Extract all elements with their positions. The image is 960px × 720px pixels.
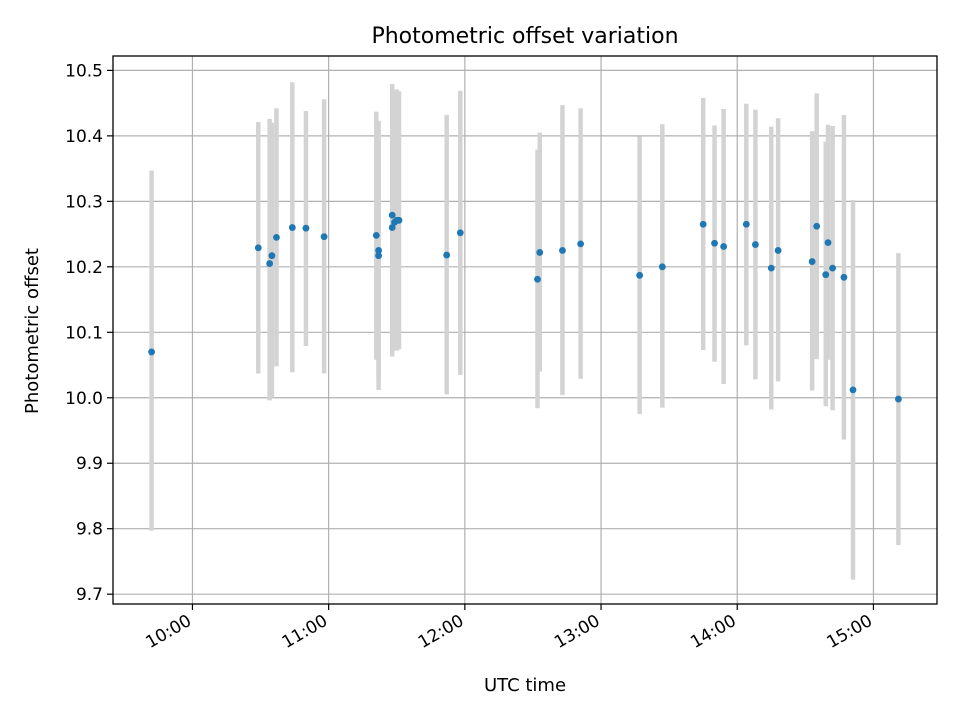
data-point <box>636 271 644 279</box>
data-point <box>254 244 262 252</box>
data-point <box>395 216 403 224</box>
data-point <box>829 264 836 272</box>
y-axis-label: Photometric offset <box>22 248 43 414</box>
data-point <box>534 275 541 283</box>
data-point <box>752 241 759 248</box>
data-point <box>375 247 382 254</box>
y-tick-label: 9.7 <box>76 585 103 605</box>
data-point <box>840 273 848 281</box>
data-point <box>824 239 832 246</box>
data-point <box>148 348 155 356</box>
data-point <box>822 271 830 279</box>
data-point <box>895 395 902 403</box>
y-tick-label: 9.8 <box>76 520 103 540</box>
y-tick-label: 9.9 <box>76 454 103 474</box>
data-point <box>720 243 728 250</box>
data-point <box>388 211 396 219</box>
y-tick-label: 10.2 <box>65 258 103 278</box>
chart-title: Photometric offset variation <box>371 24 678 49</box>
data-point <box>302 224 310 232</box>
data-points <box>148 211 902 403</box>
data-point <box>577 240 585 248</box>
x-axis-label: UTC time <box>484 675 566 696</box>
data-point <box>808 258 816 265</box>
data-point <box>273 233 280 241</box>
data-point <box>767 264 775 272</box>
data-point <box>320 233 328 241</box>
data-point <box>288 224 296 231</box>
data-point <box>456 229 464 237</box>
data-point <box>742 220 750 228</box>
data-point <box>372 231 380 239</box>
plot-frame <box>112 55 938 605</box>
data-point <box>268 252 276 260</box>
y-axis-ticks: 9.7 9.8 9.9 10.0 10.1 10.2 10.3 10.4 10.5 <box>65 61 113 605</box>
y-tick-label: 10.5 <box>65 61 103 81</box>
y-tick-label: 10.1 <box>65 323 103 343</box>
data-point <box>699 220 707 228</box>
y-tick-label: 10.0 <box>65 389 103 409</box>
y-tick-label: 10.4 <box>65 127 103 147</box>
data-point <box>658 263 666 271</box>
data-point <box>711 239 718 247</box>
data-point <box>774 247 782 254</box>
gridlines <box>113 56 937 604</box>
data-point <box>388 224 396 231</box>
data-point <box>536 249 544 256</box>
data-point <box>559 247 566 254</box>
data-point <box>849 386 857 394</box>
y-tick-label: 10.3 <box>65 192 103 212</box>
data-point <box>443 251 451 259</box>
data-point <box>813 222 821 230</box>
data-point <box>266 260 274 267</box>
data-point <box>375 252 382 260</box>
